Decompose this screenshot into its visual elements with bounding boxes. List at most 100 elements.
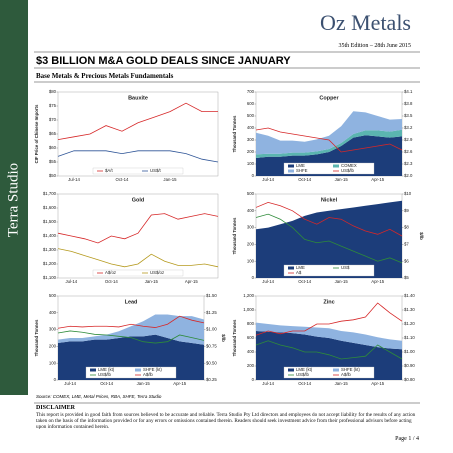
y2-tick-label: $4.1 [404, 89, 413, 94]
y-axis-label: Thousand Tonnes [232, 319, 237, 356]
legend-label: LME (kt) [98, 367, 115, 372]
line [255, 340, 403, 360]
y2-tick-label: $2.9 [404, 137, 413, 142]
x-tick-label: Jul-14 [64, 381, 76, 386]
line [255, 127, 403, 153]
legend-label: A$/lb [143, 372, 153, 377]
line [57, 102, 218, 140]
y2-tick-label: $8 [404, 225, 409, 230]
legend-swatch [90, 368, 96, 372]
y2-axis-label: $/lb [221, 334, 226, 342]
y-tick-label: $1,100 [43, 275, 57, 280]
x-tick-label: Oct-14 [298, 279, 312, 284]
y2-tick-label: $0.80 [404, 377, 415, 382]
y-tick-label: 300 [247, 225, 255, 230]
line [255, 201, 403, 237]
legend-label: US$/oz [150, 270, 164, 275]
y-tick-label: $80 [49, 89, 57, 94]
x-tick-label: Jan-15 [335, 381, 349, 386]
legend-label: A$/lb [341, 372, 351, 377]
y2-tick-label: $2.0 [404, 173, 413, 178]
legend-label: LME (kt) [296, 367, 313, 372]
y-tick-label: 300 [49, 327, 57, 332]
area [256, 200, 402, 278]
y2-tick-label: $2.6 [404, 149, 413, 154]
legend-box [85, 366, 177, 379]
x-tick-label: Oct-14 [116, 177, 130, 182]
y-tick-label: 400 [49, 310, 57, 315]
legend-swatch [333, 164, 339, 168]
plot-frame [57, 91, 219, 177]
y-tick-label: $75 [49, 103, 57, 108]
y-axis-label: Thousand Tonnes [34, 319, 39, 356]
y-tick-label: 100 [247, 258, 255, 263]
subtitle: Base Metals & Precious Metals Fundamenta… [36, 72, 174, 80]
legend-label: US$/lb [98, 372, 112, 377]
page-number: Page 1 / 4 [395, 436, 419, 442]
y-tick-label: $1,300 [43, 247, 57, 252]
legend-label: US$/t [150, 168, 162, 173]
chart-title: Nickel [321, 197, 338, 203]
y-tick-label: $1,600 [43, 205, 57, 210]
area [256, 129, 402, 158]
line [57, 330, 205, 344]
line [57, 315, 205, 329]
x-tick-label: Apr-15 [185, 279, 199, 284]
legend-label: LME [296, 265, 305, 270]
y2-tick-label: $3.8 [404, 101, 413, 106]
legend-label: A$/oz [105, 270, 116, 275]
x-tick-label: Oct-14 [298, 177, 312, 182]
y-tick-label: 0 [54, 377, 57, 382]
x-tick-label: Apr-15 [371, 177, 385, 182]
legend-label: SHFE [296, 168, 308, 173]
legend-swatch [135, 368, 141, 372]
x-tick-label: Oct-14 [105, 279, 119, 284]
y-tick-label: 400 [247, 349, 255, 354]
y-tick-label: 800 [247, 321, 255, 326]
legend-label: SHFE (kt) [143, 367, 162, 372]
y-tick-label: $1,500 [43, 219, 57, 224]
x-tick-label: Apr-15 [371, 381, 385, 386]
y-axis-label: Thousand Tonnes [232, 115, 237, 152]
chart-title: Bauxite [128, 95, 148, 101]
y-tick-label: 600 [247, 335, 255, 340]
y2-tick-label: $2.3 [404, 161, 413, 166]
y2-tick-label: $1.00 [206, 327, 217, 332]
legend-box [283, 264, 375, 277]
legend-swatch [288, 266, 294, 270]
x-tick-label: Jul-14 [262, 279, 274, 284]
x-tick-label: Jul-14 [68, 177, 80, 182]
y2-tick-label: $1.50 [206, 293, 217, 298]
brand: Oz Metals [319, 10, 411, 35]
legend-label: LME [296, 163, 305, 168]
y-tick-label: 0 [252, 173, 255, 178]
y-tick-label: 1,200 [243, 293, 254, 298]
y2-axis-label: $/lb [419, 232, 424, 240]
y2-tick-label: $7 [404, 242, 409, 247]
line [57, 248, 219, 268]
y-tick-label: $60 [49, 145, 57, 150]
y-tick-label: 200 [49, 344, 57, 349]
x-tick-label: Jul-14 [262, 381, 274, 386]
y-tick-label: 100 [49, 360, 57, 365]
y2-tick-label: $1.00 [404, 349, 415, 354]
y2-tick-label: $3.5 [404, 113, 413, 118]
y2-tick-label: $5 [404, 275, 409, 280]
y-tick-label: 100 [247, 161, 255, 166]
legend-box [92, 269, 184, 277]
disclaimer: This report is provided in good faith fr… [36, 412, 416, 430]
y-tick-label: $55 [49, 159, 57, 164]
y-tick-label: 200 [247, 363, 255, 368]
y2-tick-label: $1.25 [206, 310, 217, 315]
legend-label: A$ [296, 270, 302, 275]
chart-title: Gold [132, 197, 145, 203]
y-tick-label: 200 [247, 242, 255, 247]
line [255, 302, 403, 336]
x-tick-label: Jan-15 [137, 381, 151, 386]
y-tick-label: $70 [49, 117, 57, 122]
x-tick-label: Jul-14 [65, 279, 77, 284]
y2-tick-label: $1.20 [404, 321, 415, 326]
y2-tick-label: $6 [404, 258, 409, 263]
